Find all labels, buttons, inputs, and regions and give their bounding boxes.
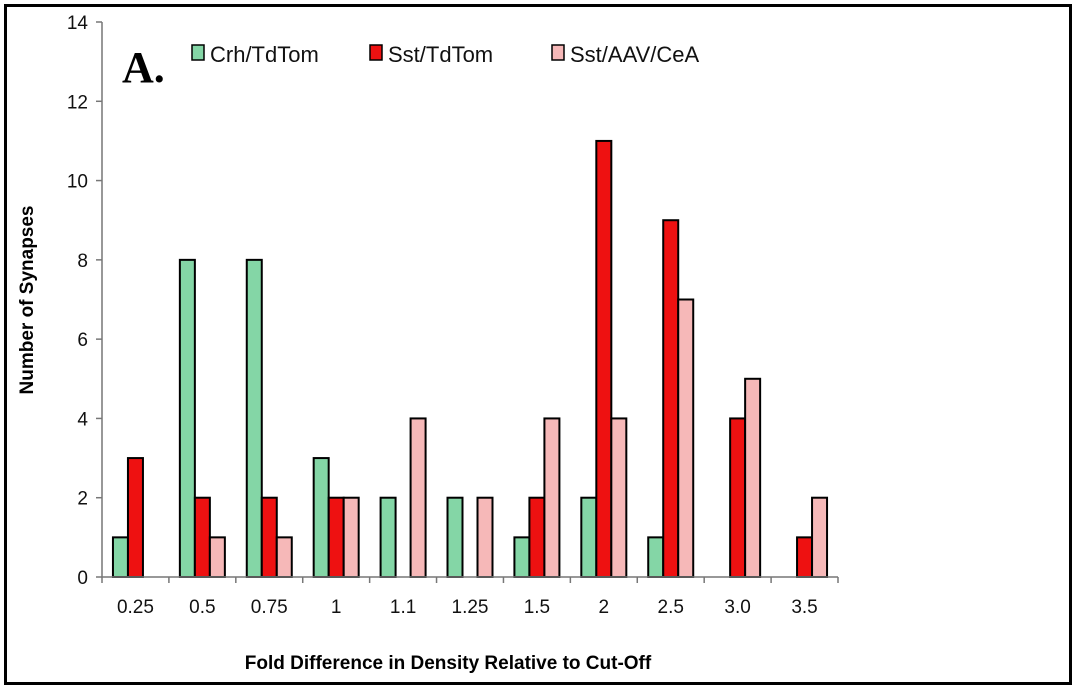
bar-crh-tdtom-1.1 [379,496,397,579]
bar-sst-tdtom-0.25 [126,457,144,579]
bar-sst-tdtom-3.0 [729,417,747,578]
y-tick-label: 14 [67,13,89,34]
bar-crh-tdtom-1 [312,457,330,579]
x-axis-title: Fold Difference in Density Relative to C… [245,653,652,674]
x-tick-label: 1.1 [390,597,416,618]
bar-sst-tdtom-2.5 [662,219,680,578]
x-tick-label: 0.75 [251,597,288,618]
bar-crh-tdtom-0.5 [178,258,196,578]
x-tick-label: 1.25 [452,597,489,618]
legend-label: Crh/TdTom [210,42,319,67]
bar-sst-aav-cea-0.5 [208,536,226,578]
bar-crh-tdtom-0.25 [111,536,129,578]
bar-crh-tdtom-2.5 [647,536,665,578]
bar-crh-tdtom-2 [580,496,598,579]
legend-label: Sst/TdTom [388,42,493,67]
x-tick-label: 0.25 [117,597,154,618]
y-tick-label: 0 [77,568,88,589]
bar-sst-aav-cea-1.5 [543,417,561,578]
legend-label: Sst/AAV/CeA [570,42,700,67]
x-tick-label: 3.5 [791,597,817,618]
x-tick-label: 2.5 [658,597,684,618]
bar-sst-aav-cea-3.5 [811,496,829,579]
x-tick-label: 2 [599,597,610,618]
bar-sst-aav-cea-1.25 [476,496,494,579]
y-axis-title: Number of Synapses [17,206,38,395]
x-tick-label: 1.5 [524,597,550,618]
bar-crh-tdtom-1.25 [446,496,464,579]
bar-sst-aav-cea-1 [342,496,360,579]
bar-sst-tdtom-2 [595,139,613,579]
panel-label: A. [122,43,165,92]
legend: Crh/TdTom Sst/TdTom Sst/AAV/CeA [191,42,700,67]
y-tick-label: 2 [77,489,88,510]
bar-sst-tdtom-0.5 [193,496,211,579]
x-tick-label: 0.5 [189,597,215,618]
bar-sst-aav-cea-0.75 [275,536,293,578]
bar-crh-tdtom-1.5 [513,536,531,578]
bar-sst-aav-cea-2 [610,417,628,578]
bar-sst-tdtom-3.5 [796,536,814,578]
bars-group [111,139,829,579]
bar-sst-tdtom-1.5 [528,496,546,579]
bar-sst-aav-cea-3.0 [744,377,762,578]
bar-sst-aav-cea-2.5 [677,298,695,578]
bar-sst-tdtom-0.75 [260,496,278,579]
x-tick-label: 1 [331,597,342,618]
y-tick-label: 4 [77,409,88,430]
y-tick-label: 10 [67,172,88,193]
y-tick-label: 12 [67,92,88,113]
bar-sst-tdtom-1 [327,496,345,579]
bar-crh-tdtom-0.75 [245,258,263,578]
legend-swatch [369,44,383,61]
bar-sst-aav-cea-1.1 [409,417,427,578]
axes-group: 0.25 0.5 0.75 1 1.1 1.25 1.5 2 2.5 3.0 3.5 0 2 4 6 8 10 1… [67,13,839,618]
legend-swatch [191,44,205,61]
y-tick-label: 6 [77,330,88,351]
x-tick-label: 3.0 [724,597,750,618]
legend-swatch [551,44,565,61]
y-tick-label: 8 [77,251,88,272]
